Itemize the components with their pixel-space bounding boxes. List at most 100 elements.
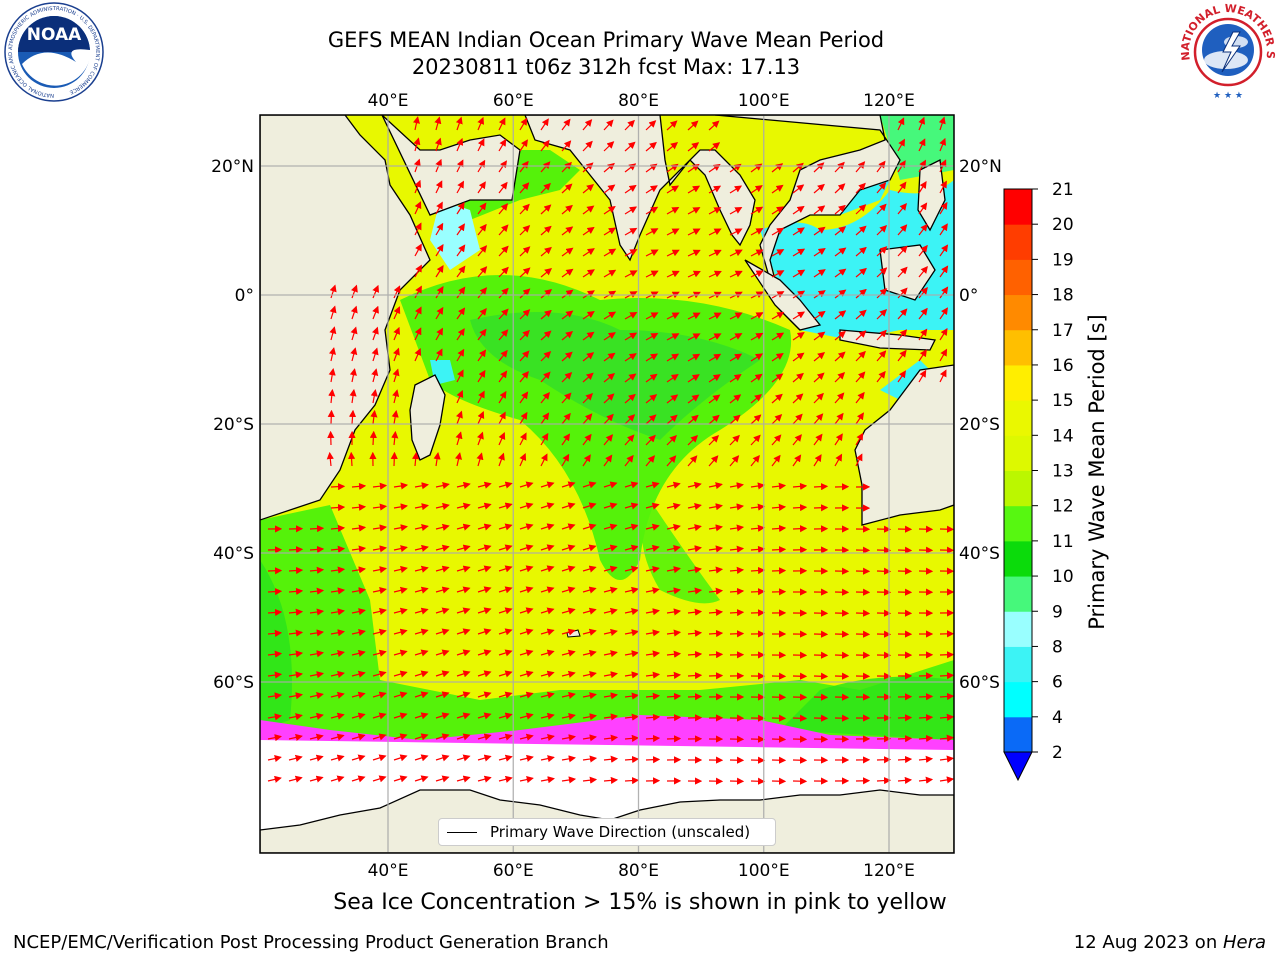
wave-vector (330, 733, 345, 741)
wave-vector (456, 523, 471, 531)
wave-vector (750, 206, 764, 215)
wave-vector (393, 306, 401, 320)
wave-vector (414, 586, 429, 594)
wave-vector (498, 138, 507, 152)
wave-vector (414, 628, 429, 636)
wave-vector (414, 733, 429, 741)
wave-vector (645, 692, 661, 700)
wave-vector (582, 713, 597, 721)
wave-vector (603, 311, 617, 320)
wave-vector (519, 288, 531, 299)
wave-vector (834, 392, 845, 404)
wave-vector (372, 524, 387, 532)
wave-vector (582, 433, 592, 446)
wave-vector (918, 328, 928, 341)
wave-vector (477, 202, 487, 215)
wave-vector (498, 266, 509, 278)
wave-vector (792, 525, 808, 533)
wave-vector (435, 523, 450, 531)
wave-vector (412, 116, 420, 131)
wave-vector (456, 502, 471, 510)
wave-vector (561, 481, 576, 489)
wave-vector (918, 734, 934, 743)
wave-vector (771, 414, 783, 425)
lat-tick-left: 40°S (213, 544, 254, 564)
wave-vector (561, 140, 572, 152)
wave-vector (708, 207, 722, 215)
wave-vector (267, 734, 282, 742)
wave-vector (330, 712, 345, 720)
colorbar-swatch (1004, 435, 1032, 471)
wave-vector (561, 331, 574, 341)
wave-vector (750, 353, 764, 362)
wave-vector (540, 502, 555, 510)
wave-vector (456, 565, 471, 573)
colorbar-tick-label: 2 (1052, 743, 1063, 763)
wave-vector (582, 670, 597, 679)
wave-vector (939, 244, 949, 257)
wave-vector (582, 372, 594, 383)
wave-vector (603, 692, 618, 700)
wave-vector (939, 776, 954, 784)
wave-vector (519, 754, 534, 762)
wave-vector (456, 712, 471, 720)
wave-vector (330, 691, 345, 699)
wave-vector (393, 670, 408, 678)
wave-vector (603, 650, 618, 658)
wave-vector (393, 712, 408, 720)
wave-vector (414, 670, 429, 678)
lon-tick-top: 60°E (493, 91, 534, 111)
wave-vector (288, 692, 303, 700)
wave-vector (561, 183, 573, 194)
wave-vector (729, 270, 743, 278)
wave-vector (918, 307, 928, 320)
wave-vector (750, 454, 760, 467)
wave-vector (351, 775, 366, 783)
wave-vector (540, 712, 555, 720)
wave-vector (771, 567, 787, 575)
wave-vector (347, 451, 356, 467)
wave-vector (330, 629, 345, 637)
colorbar-swatch (1004, 681, 1032, 718)
wave-vector (372, 305, 379, 320)
wave-vector (351, 587, 366, 595)
wave-vector (456, 244, 466, 257)
wave-vector (561, 523, 576, 531)
wave-vector (918, 202, 928, 215)
wave-vector (834, 161, 845, 173)
wave-vector (393, 733, 408, 741)
wave-vector (876, 329, 887, 341)
wave-vector (477, 481, 492, 489)
wave-vector (666, 394, 679, 404)
wave-vector (666, 455, 677, 467)
wave-vector (813, 454, 822, 467)
wave-vector (729, 333, 743, 341)
wave-vector (519, 182, 530, 194)
wave-vector (897, 349, 907, 362)
wave-vector (288, 713, 303, 721)
wave-vector (729, 312, 743, 320)
wave-vector (561, 433, 571, 446)
wave-vector (540, 755, 555, 763)
wave-vector (624, 565, 639, 573)
wave-vector (582, 331, 595, 341)
wave-vector (666, 142, 679, 152)
wave-vector (687, 693, 703, 701)
wave-vector (708, 672, 724, 680)
wave-vector (435, 264, 444, 278)
wave-vector (413, 137, 421, 152)
wave-vector (288, 650, 304, 658)
wave-vector (939, 672, 954, 680)
wave-vector (414, 712, 429, 720)
wave-vector (391, 430, 399, 446)
wave-vector (624, 776, 640, 785)
wave-vector (498, 565, 513, 573)
wave-vector (834, 651, 850, 659)
wave-vector (729, 185, 743, 194)
wave-vector (540, 586, 555, 594)
wave-vector (939, 286, 949, 299)
wave-vector (750, 312, 764, 320)
wave-vector (456, 369, 464, 383)
wave-vector (834, 453, 843, 467)
wave-vector (519, 691, 534, 699)
